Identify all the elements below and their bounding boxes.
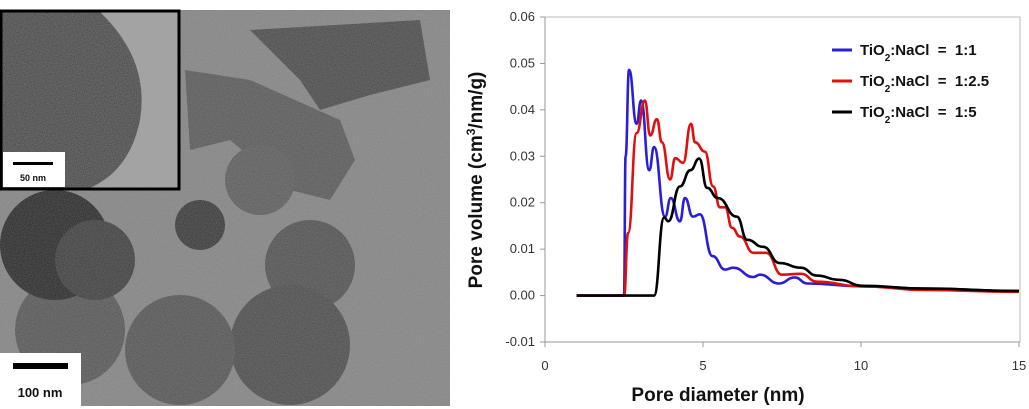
plot-area	[544, 16, 1021, 343]
inset-scale-bar	[13, 162, 53, 165]
y-tick-label: 0.02	[510, 195, 535, 210]
y-tick-label: 0.00	[510, 288, 535, 303]
x-tick-label: 5	[699, 358, 706, 373]
main-scale-label: 100 nm	[18, 385, 63, 400]
tem-micrograph: 50 nm 100 nm	[0, 9, 450, 406]
series-line-3	[576, 157, 1020, 297]
legend-label: TiO2:NaCl = 1:5	[860, 104, 977, 126]
y-tick-label: 0.06	[510, 9, 535, 24]
y-tick-label: 0.05	[510, 55, 535, 70]
legend-label: TiO2:NaCl = 1:2.5	[860, 73, 989, 95]
x-axis-label: Pore diameter (nm)	[631, 385, 804, 406]
main-scale-bar	[13, 363, 68, 369]
y-axis-label: Pore volume (cm3/nm/g)	[464, 72, 487, 289]
series-line-1	[576, 68, 1020, 297]
y-tick-label: 0.01	[510, 241, 535, 256]
y-tick-label: 0.03	[510, 148, 535, 163]
x-tick-label: 0	[541, 358, 548, 373]
x-tick-label: 15	[1012, 358, 1026, 373]
legend: TiO2:NaCl = 1:1 TiO2:NaCl = 1:2.5 TiO2:NaC…	[832, 42, 989, 126]
inset-scale-bar-box	[3, 152, 65, 187]
x-tick-label: 10	[854, 358, 868, 373]
legend-label: TiO2:NaCl = 1:1	[860, 42, 977, 64]
y-tick-label: -0.01	[505, 334, 535, 349]
series-line-2	[576, 99, 1020, 297]
inset-micrograph: 50 nm	[0, 9, 181, 191]
main-scale-bar-box	[0, 353, 81, 406]
inset-scale-label: 50 nm	[20, 173, 46, 183]
y-tick-label: 0.04	[510, 102, 535, 117]
micrograph-background	[0, 10, 450, 406]
